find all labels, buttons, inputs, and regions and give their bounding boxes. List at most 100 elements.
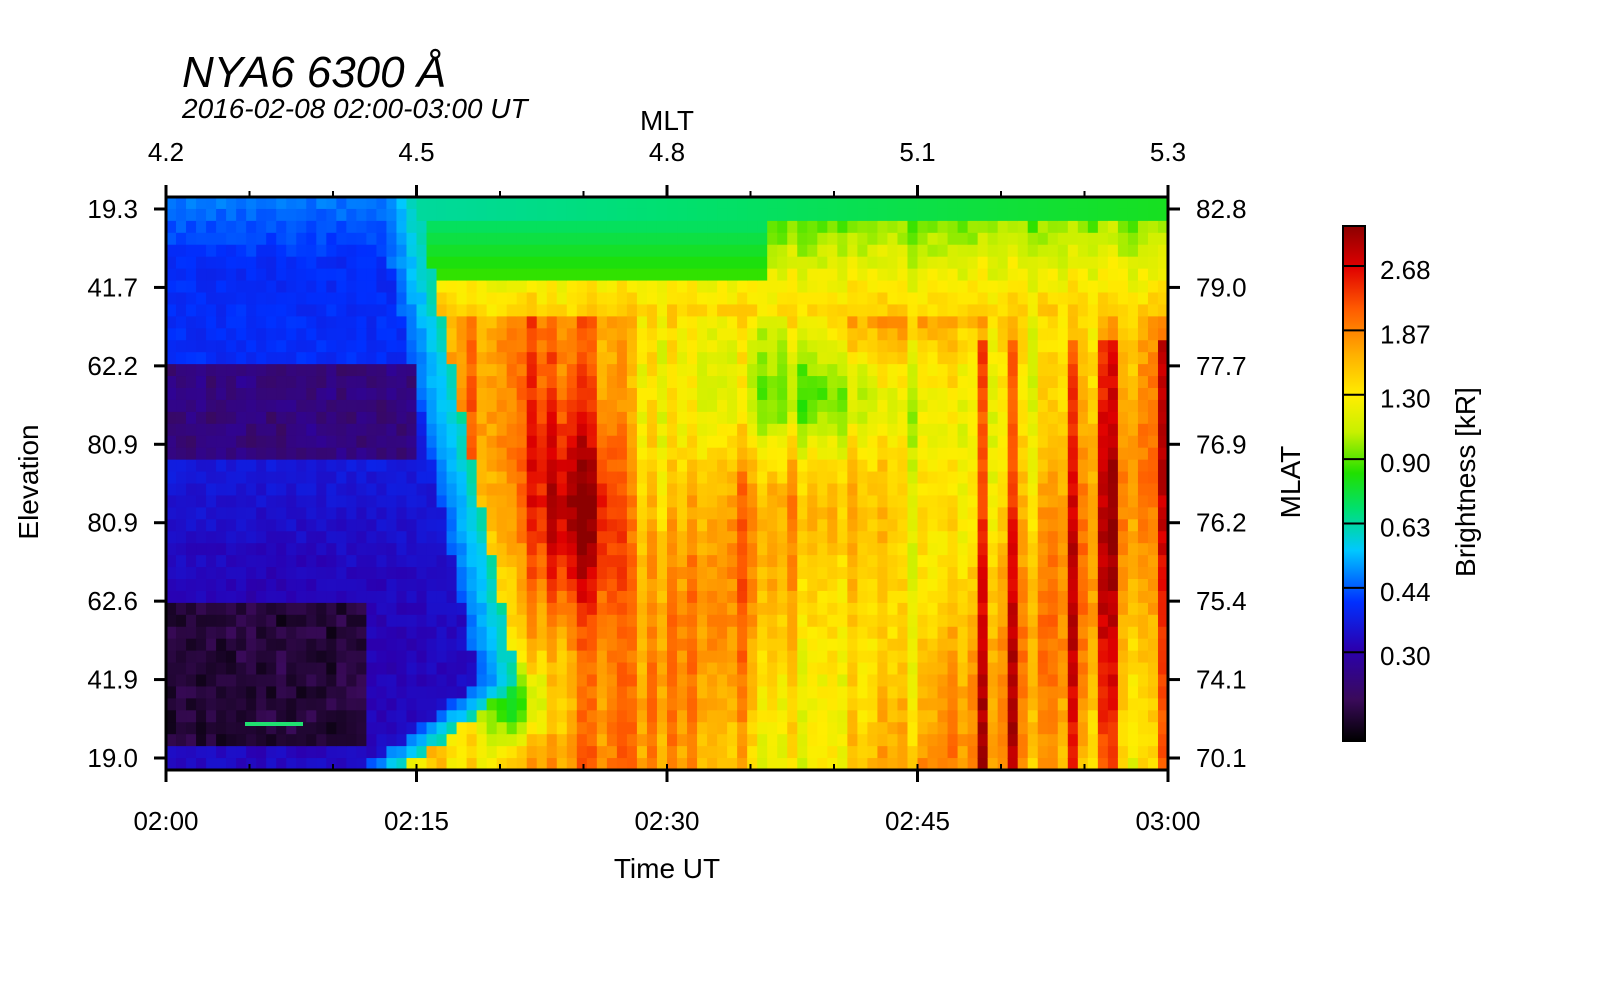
heatmap-cell [877, 388, 889, 401]
heatmap-cell [1127, 292, 1139, 306]
heatmap-image [166, 197, 1168, 770]
heatmap-cell [506, 746, 518, 759]
heatmap-cell [747, 364, 758, 377]
heatmap-cell [606, 746, 618, 759]
heatmap-cell [1137, 328, 1149, 341]
heatmap-cell [887, 614, 899, 628]
heatmap-cell [226, 280, 237, 294]
heatmap-cell [1027, 328, 1039, 341]
heatmap-cell [586, 220, 598, 234]
heatmap-cell [526, 268, 538, 282]
heatmap-cell [636, 531, 648, 544]
heatmap-cell [1107, 567, 1119, 580]
heatmap-cell [416, 471, 428, 485]
heatmap-cell [1037, 614, 1049, 628]
heatmap-cell [717, 388, 728, 401]
heatmap-cell [1127, 435, 1139, 449]
heatmap-cell [226, 602, 237, 616]
heatmap-cell [687, 304, 698, 317]
heatmap-cell [957, 686, 969, 699]
heatmap-cell [516, 662, 528, 676]
heatmap-cell [1047, 447, 1059, 461]
heatmap-cell [687, 590, 698, 604]
heatmap-cell [1127, 376, 1139, 389]
heatmap-cell [787, 256, 798, 270]
heatmap-cell [1127, 555, 1139, 568]
heatmap-cell [386, 208, 398, 222]
heatmap-cell [526, 698, 538, 711]
heatmap-cell [1017, 304, 1029, 317]
heatmap-cell [807, 459, 818, 473]
heatmap-cell [346, 626, 357, 640]
heatmap-cell [927, 328, 939, 341]
heatmap-cell [927, 352, 939, 365]
heatmap-cell [506, 495, 518, 508]
heatmap-cell [546, 376, 558, 389]
heatmap-cell [456, 555, 468, 568]
heatmap-cell [606, 471, 618, 485]
heatmap-cell [927, 734, 939, 747]
heatmap-cell [376, 590, 388, 604]
heatmap-cell [486, 244, 498, 258]
heatmap-cell [697, 579, 708, 592]
heatmap-cell [216, 507, 227, 520]
heatmap-cell [326, 483, 337, 497]
heatmap-cell [797, 459, 808, 473]
heatmap-cell [1127, 531, 1139, 544]
heatmap-cell [907, 388, 919, 401]
heatmap-cell [997, 423, 1009, 437]
heatmap-cell [336, 376, 347, 389]
heatmap-cell [807, 292, 818, 306]
heatmap-cell [1097, 340, 1109, 353]
heatmap-cell [757, 722, 768, 735]
heatmap-cell [406, 208, 418, 222]
heatmap-cell [446, 388, 458, 401]
heatmap-cell [476, 602, 488, 616]
heatmap-cell [1107, 376, 1119, 389]
heatmap-cell [356, 495, 367, 508]
heatmap-cell [667, 376, 678, 389]
heatmap-cell [576, 423, 588, 437]
heatmap-cell [907, 471, 919, 485]
heatmap-cell [456, 316, 468, 329]
heatmap-cell [677, 292, 688, 306]
heatmap-cell [717, 340, 728, 353]
heatmap-cell [847, 543, 858, 556]
heatmap-cell [236, 674, 247, 688]
heatmap-cell [176, 555, 187, 568]
heatmap-cell [386, 411, 398, 425]
heatmap-cell [336, 232, 347, 246]
heatmap-cell [336, 614, 347, 628]
heatmap-cell [386, 447, 398, 461]
heatmap-cell [1117, 292, 1129, 306]
heatmap-cell [476, 662, 488, 676]
heatmap-cell [1157, 686, 1168, 699]
heatmap-cell [636, 471, 648, 485]
heatmap-cell [707, 650, 718, 664]
heatmap-cell [496, 555, 508, 568]
heatmap-cell [887, 364, 899, 377]
heatmap-cell [536, 686, 548, 699]
heatmap-cell [226, 483, 237, 497]
heatmap-cell [186, 220, 197, 234]
heatmap-cell [246, 746, 257, 759]
heatmap-cell [396, 710, 408, 723]
heatmap-cell [186, 698, 197, 711]
heatmap-cell [987, 364, 999, 377]
heatmap-cell [616, 447, 628, 461]
heatmap-cell [667, 758, 678, 770]
heatmap-cell [576, 208, 588, 222]
heatmap-cell [1097, 531, 1109, 544]
heatmap-cell [566, 519, 578, 532]
heatmap-cell [616, 376, 628, 389]
heatmap-cell [687, 423, 698, 437]
heatmap-cell [997, 734, 1009, 747]
heatmap-cell [687, 244, 698, 258]
heatmap-cell [556, 435, 568, 449]
heatmap-cell [927, 280, 939, 294]
heatmap-cell [316, 388, 327, 401]
heatmap-cell [556, 650, 568, 664]
heatmap-cell [176, 638, 187, 652]
heatmap-cell [717, 662, 728, 676]
heatmap-cell [1147, 746, 1159, 759]
